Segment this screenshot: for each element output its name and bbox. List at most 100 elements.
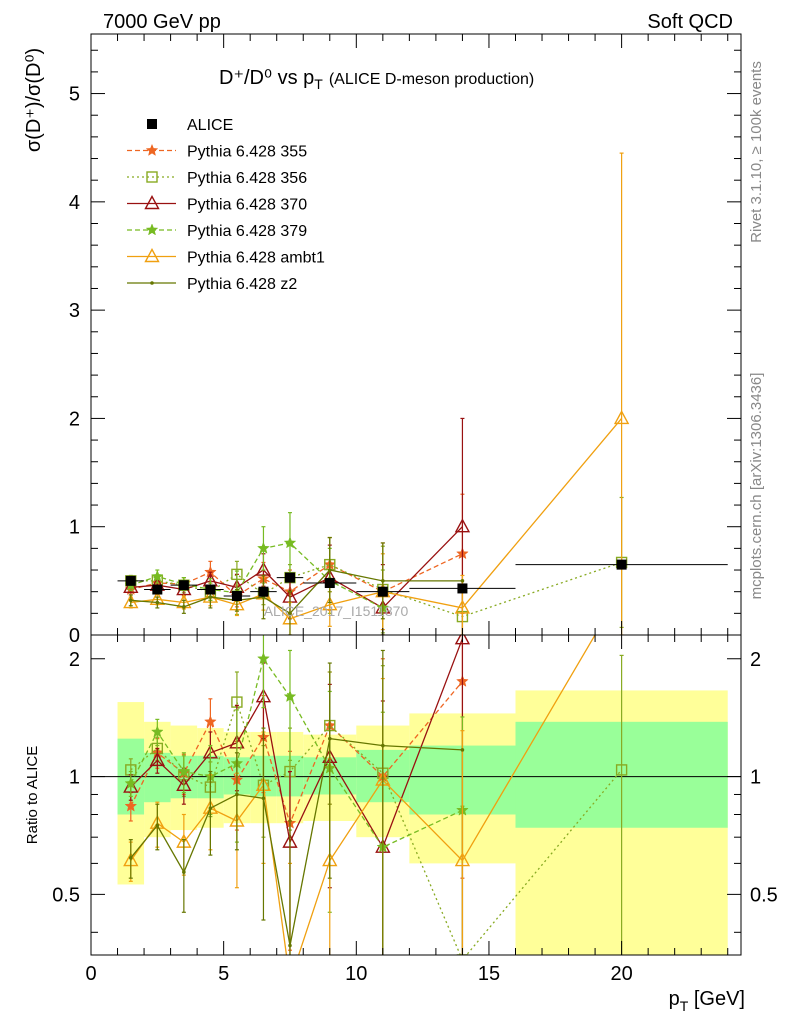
ratio-plot-frame <box>90 634 742 956</box>
legend-entry-4: Pythia 6.428 379 <box>127 223 307 240</box>
ratio-xtick-label-5: 5 <box>218 963 229 985</box>
main-ytick-label-3: 3 <box>69 300 80 322</box>
ratio-marker-3-6 <box>283 690 297 703</box>
alice-point-3 <box>205 584 216 595</box>
ratio-ytick-label-right-1: 1 <box>750 767 761 789</box>
main-marker-3-1 <box>150 569 164 582</box>
ratio-marker-5-0 <box>128 856 133 860</box>
ratio-marker-5-2 <box>182 870 186 874</box>
mcplots-label: mcplots.cern.ch [arXiv:1306.3436] <box>748 373 765 600</box>
legend-label-1: Pythia 6.428 355 <box>187 144 307 161</box>
ratio-marker-0-0 <box>124 799 138 812</box>
main-y-axis-label: σ(D⁺)/σ(D⁰) <box>23 48 45 152</box>
ratio-series-5 <box>128 649 465 955</box>
ratio-marker-1-9 <box>456 954 469 955</box>
title-paren: (ALICE D-meson production) <box>329 71 534 88</box>
main-ytick-label-4: 4 <box>69 192 80 214</box>
main-series-line-2 <box>130 526 463 609</box>
analysis-watermark: ALICE_2017_I1511870 <box>264 603 409 619</box>
legend-marker-0 <box>147 119 157 129</box>
main-series-line-3 <box>130 542 384 609</box>
ratio-series-line-2 <box>130 638 464 849</box>
ratio-ytick-label-left-2: 2 <box>69 649 80 671</box>
ratio-marker-5-9 <box>460 748 465 752</box>
main-plot-panel: 0 1 2 3 4 5 ALICE_2017_I1511870 D⁺/D⁰ vs pT (A… <box>23 33 742 647</box>
ratio-marker-2-9 <box>454 635 471 645</box>
ratio-xtick-label-20: 20 <box>610 963 632 985</box>
ratio-plot-panel: 0 5 10 15 20 0.5 0.5 1 1 2 2 Ratio to ALICE <box>24 634 778 985</box>
alice-point-10 <box>616 559 627 570</box>
main-series-line-5 <box>130 569 463 615</box>
ratio-plot-content <box>91 635 741 955</box>
main-marker-2-9 <box>454 518 471 533</box>
alice-point-5 <box>258 586 269 597</box>
main-plot-content <box>117 152 728 635</box>
ratio-marker-5-1 <box>155 823 160 828</box>
ratio-marker-2-1 <box>149 751 166 767</box>
legend-label-6: Pythia 6.428 z2 <box>187 276 297 293</box>
alice-point-9 <box>457 583 468 594</box>
ratio-ytick-label-right-2: 2 <box>750 649 761 671</box>
ratio-marker-4-9 <box>454 852 471 867</box>
alice-point-4 <box>231 591 242 602</box>
legend-label-0: ALICE <box>187 117 233 134</box>
ratio-marker-5-8 <box>381 743 385 748</box>
main-marker-5-8 <box>381 579 385 583</box>
ratio-marker-3-2 <box>177 764 191 777</box>
ratio-series-line-0 <box>130 681 463 826</box>
main-marker-5-1 <box>155 600 160 605</box>
alice-point-7 <box>324 578 335 589</box>
main-ytick-label-0: 0 <box>69 625 80 647</box>
legend-label-4: Pythia 6.428 379 <box>187 223 307 240</box>
legend-marker-4 <box>145 223 159 236</box>
ratio-marker-0-3 <box>204 715 217 728</box>
ratio-marker-3-5 <box>257 652 270 665</box>
legend-label-5: Pythia 6.428 ambt1 <box>187 250 325 267</box>
ratio-marker-5-7 <box>327 736 332 741</box>
main-marker-5-9 <box>460 579 465 583</box>
legend-entry-5: Pythia 6.428 ambt1 <box>127 248 325 267</box>
ratio-marker-5-6 <box>288 943 292 948</box>
main-marker-3-5 <box>257 541 270 554</box>
rivet-version-label: Rivet 3.1.10, ≥ 100k events <box>748 61 765 243</box>
legend-marker-6 <box>150 281 154 285</box>
ratio-ytick-label-left-0.5: 0.5 <box>52 884 80 906</box>
header-energy-label: 7000 GeV pp <box>103 11 221 33</box>
ratio-marker-3-1 <box>150 725 164 738</box>
legend-marker-2 <box>146 171 158 183</box>
ratio-axes: 0 5 10 15 20 0.5 0.5 1 1 2 2 <box>52 635 778 985</box>
legend: ALICE Pythia 6.428 355 Pythia 6.428 356 Pyt… <box>127 117 325 293</box>
legend-entry-0: ALICE <box>147 117 233 134</box>
main-marker-4-10 <box>613 409 630 425</box>
ratio-series-line-5 <box>130 737 463 946</box>
ratio-xtick-label-15: 15 <box>478 963 500 985</box>
main-marker-5-3 <box>208 595 213 599</box>
ratio-marker-1-10 <box>615 764 628 776</box>
legend-entry-2: Pythia 6.428 356 <box>127 170 307 187</box>
x-axis-label: pT [GeV] <box>669 988 745 1014</box>
title-main: D⁺/D⁰ vs p <box>219 67 314 89</box>
legend-label-2: Pythia 6.428 356 <box>187 170 307 187</box>
main-marker-4-9 <box>454 599 471 614</box>
alice-point-8 <box>377 586 388 597</box>
alice-point-2 <box>178 580 189 591</box>
ratio-xtick-label-0: 0 <box>85 963 96 985</box>
legend-entry-1: Pythia 6.428 355 <box>127 144 307 161</box>
main-marker-5-0 <box>128 598 133 603</box>
main-marker-3-6 <box>283 536 297 549</box>
main-ytick-label-5: 5 <box>69 84 80 106</box>
legend-entry-3: Pythia 6.428 370 <box>127 195 307 214</box>
ratio-y-axis-label: Ratio to ALICE <box>24 746 41 844</box>
alice-data-points <box>117 559 728 602</box>
legend-marker-5 <box>144 248 160 263</box>
alice-point-6 <box>284 572 295 583</box>
main-marker-5-7 <box>327 568 332 572</box>
ratio-ytick-label-left-1: 1 <box>69 767 80 789</box>
main-ytick-label-2: 2 <box>69 408 80 430</box>
legend-entry-6: Pythia 6.428 z2 <box>127 276 297 293</box>
main-marker-5-6 <box>288 611 292 616</box>
main-marker-4-7 <box>322 596 338 611</box>
legend-label-3: Pythia 6.428 370 <box>187 197 307 214</box>
main-marker-2-0 <box>123 578 139 594</box>
ratio-ytick-label-right-0.5: 0.5 <box>750 884 778 906</box>
